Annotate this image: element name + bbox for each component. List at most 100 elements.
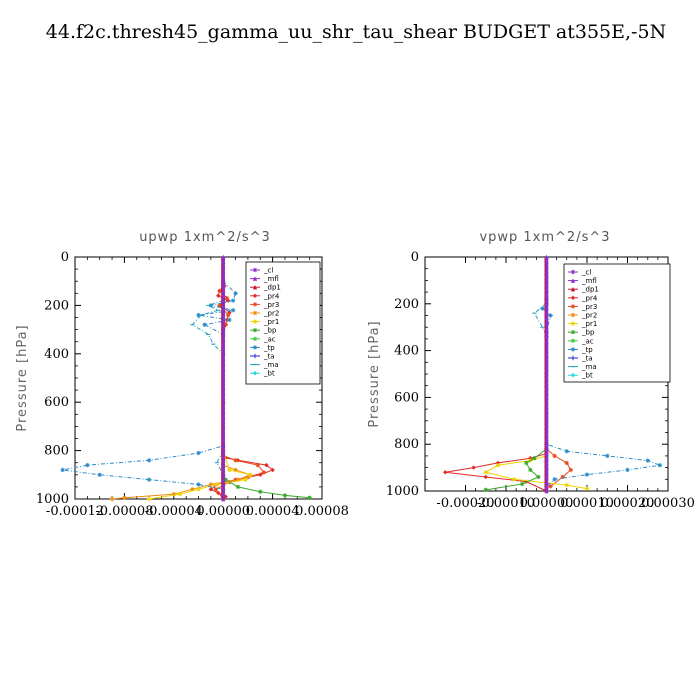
data-point (60, 467, 65, 473)
zero-line-marker (544, 357, 549, 363)
zero-line-marker (544, 268, 549, 274)
zero-line-marker (544, 437, 549, 442)
zero-line-marker (544, 484, 549, 489)
data-point (307, 495, 312, 500)
y-axis-label: Pressure [hPa] (15, 324, 30, 431)
data-point (564, 482, 569, 488)
data-point (196, 487, 201, 492)
data-point (568, 467, 573, 473)
series_pr1 (483, 453, 590, 491)
data-point (196, 312, 201, 318)
zero-line-marker (221, 327, 226, 332)
legend-marker (570, 347, 576, 352)
zero-line-marker (221, 341, 226, 347)
data-point (208, 482, 214, 487)
x-tick-label: -0.00010 (477, 496, 535, 511)
legend-marker (252, 293, 258, 298)
data-point (625, 467, 630, 473)
zero-line-marker (544, 451, 549, 456)
zero-line-marker (544, 404, 549, 409)
figure-title: 44.f2c.thresh45_gamma_uu_shr_tau_shear B… (46, 21, 666, 43)
data-point (214, 482, 220, 487)
zero-line-marker (221, 409, 226, 415)
zero-line-marker (544, 479, 549, 484)
data-point (146, 458, 152, 463)
zero-line-marker (221, 472, 226, 477)
legend-label: _bt (263, 370, 275, 378)
data-point (548, 484, 553, 489)
y-axis-label: Pressure [hPa] (367, 320, 382, 427)
zero-line-marker (221, 482, 226, 487)
legend-marker (570, 269, 576, 275)
data-point (528, 467, 533, 473)
data-point (217, 303, 222, 308)
data-point (230, 308, 236, 313)
zero-line-marker (544, 301, 549, 306)
data-point (233, 291, 238, 296)
zero-line-marker (544, 446, 549, 452)
legend-label: _pr1 (581, 320, 597, 328)
zero-line-marker (221, 487, 226, 492)
zero-line-marker (221, 390, 226, 395)
data-point (208, 303, 214, 308)
data-point (97, 472, 102, 477)
zero-line-marker (544, 427, 549, 433)
zero-line-marker (544, 320, 549, 325)
zero-line-marker (221, 346, 226, 352)
zero-line-marker (544, 460, 549, 466)
legend-label: _tp (581, 346, 593, 354)
data-point (605, 453, 610, 459)
data-point (511, 477, 517, 482)
legend-label: _ma (263, 361, 279, 369)
zero-line-marker (544, 343, 549, 349)
data-point (657, 463, 663, 468)
data-point (227, 317, 232, 323)
data-point (540, 306, 545, 311)
zero-line-marker (544, 287, 549, 292)
zero-line-marker (221, 414, 226, 419)
zero-line-marker (221, 462, 226, 468)
zero-line-marker (544, 339, 549, 344)
legend-label: _ta (263, 353, 275, 361)
legend-marker (252, 336, 258, 341)
legend-marker (252, 285, 258, 290)
x-tick-label: 0.00020 (601, 496, 655, 511)
x-tick-label: -0.00008 (95, 504, 153, 519)
legend-box (245, 261, 321, 385)
data-point (524, 460, 529, 466)
zero-line-marker (221, 308, 226, 313)
data-point (202, 322, 207, 327)
legend-marker (570, 278, 576, 283)
data-point (109, 496, 115, 502)
data-point (552, 453, 557, 459)
zero-line-marker (544, 470, 549, 475)
zero-line-marker (544, 432, 549, 438)
zero-line-marker (221, 259, 226, 265)
data-point (548, 313, 553, 318)
zero-line-marker (544, 423, 549, 428)
zero-line-marker (221, 303, 226, 308)
legend-box (563, 263, 671, 383)
legend-marker (570, 287, 576, 292)
zero-line-marker (221, 312, 226, 318)
data-point (258, 489, 263, 494)
data-point (218, 288, 223, 294)
zero-line-marker (221, 443, 226, 448)
legend-label: _tp (263, 344, 275, 352)
zero-line-marker (544, 456, 549, 461)
legend-marker (252, 267, 258, 273)
zero-line-marker (544, 413, 549, 419)
data-point (255, 462, 260, 468)
chart-panel-2: vpwp 1xm^2/s^3 Pressure [hPa] -0.00020-0.0… (367, 230, 695, 511)
zero-line-marker (221, 467, 226, 473)
legend-marker (570, 312, 576, 318)
data-point (248, 472, 253, 477)
panel-title: vpwp 1xm^2/s^3 (479, 230, 610, 245)
zero-line-marker (221, 283, 226, 289)
zero-line-marker (221, 385, 226, 390)
zero-line-marker (544, 362, 549, 367)
zero-line-marker (221, 458, 226, 463)
legend-label: _ac (263, 335, 276, 343)
zero-line-marker (221, 400, 226, 405)
zero-line-marker (221, 298, 226, 303)
